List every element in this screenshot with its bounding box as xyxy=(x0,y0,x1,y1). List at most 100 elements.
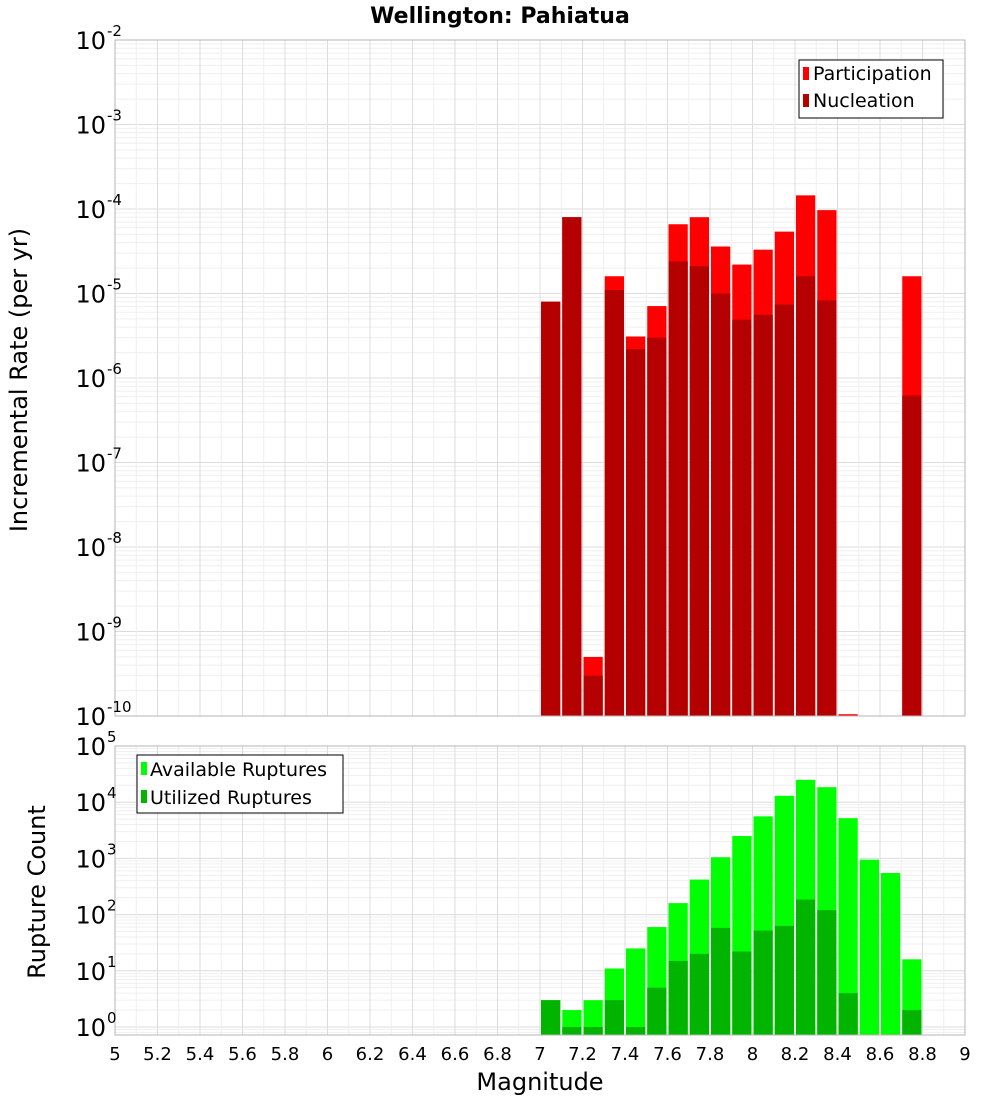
bottom-legend-box xyxy=(136,754,344,814)
bottom-legend: Available Ruptures Utilized Ruptures xyxy=(136,754,344,814)
y-tick-label: 10 xyxy=(75,534,106,562)
bottom-y-axis-label: Rupture Count xyxy=(23,805,51,979)
y-tick-exponent: 5 xyxy=(107,728,117,746)
nucleation-legend-swatch xyxy=(803,94,809,107)
x-tick-label: 7.4 xyxy=(611,1044,640,1065)
utilized-ruptures-bar xyxy=(838,993,858,1035)
x-tick-label: 8 xyxy=(747,1044,758,1065)
y-tick-exponent: 3 xyxy=(107,840,117,858)
y-tick-label: 10 xyxy=(75,1014,106,1042)
y-tick-label: 10 xyxy=(75,789,106,817)
x-tick-label: 8.4 xyxy=(823,1044,852,1065)
y-tick-exponent: -7 xyxy=(107,445,122,463)
utilized-ruptures-legend-swatch xyxy=(141,790,147,803)
y-tick-label: 10 xyxy=(75,365,106,393)
available-ruptures-bar xyxy=(881,872,901,1035)
available-ruptures-bar xyxy=(626,948,646,1035)
y-tick-label: 10 xyxy=(75,619,106,647)
y-tick-exponent: 0 xyxy=(107,1009,117,1027)
nucleation-bar xyxy=(668,261,688,716)
y-tick-label: 10 xyxy=(75,196,106,224)
nucleation-bar xyxy=(689,266,709,716)
nucleation-bar xyxy=(817,300,837,716)
nucleation-bar xyxy=(541,301,561,716)
nucleation-legend-label: Nucleation xyxy=(813,90,915,112)
utilized-ruptures-bar xyxy=(668,960,688,1035)
x-tick-label: 6.6 xyxy=(441,1044,470,1065)
x-axis-ticks: 5 5.2 5.4 5.6 5.8 6 6.2 6.4 6.6 6.8 7 7.2 7.4 7.6 7.8 8… xyxy=(109,1044,970,1065)
top-y-ticks: 10-210-310-410-510-610-710-810-910-10 xyxy=(75,22,131,731)
nucleation-bar xyxy=(604,290,624,716)
utilized-ruptures-bar xyxy=(626,1026,646,1035)
y-tick-label: 10 xyxy=(75,733,106,761)
participation-bar xyxy=(838,714,858,716)
y-tick-label: 10 xyxy=(75,958,106,986)
y-tick-exponent: 4 xyxy=(107,784,117,802)
participation-legend-label: Participation xyxy=(813,63,932,85)
utilized-ruptures-bar xyxy=(796,899,816,1035)
x-tick-label: 8.8 xyxy=(908,1044,937,1065)
x-tick-label: 5.4 xyxy=(186,1044,215,1065)
chart-title: Wellington: Pahiatua xyxy=(370,4,630,29)
utilized-ruptures-bar xyxy=(689,953,709,1035)
x-tick-label: 7.6 xyxy=(653,1044,682,1065)
utilized-ruptures-bar xyxy=(583,1026,603,1035)
top-plot-frame xyxy=(114,39,966,717)
utilized-ruptures-legend-label: Utilized Ruptures xyxy=(150,787,312,809)
y-tick-label: 10 xyxy=(75,902,106,930)
x-axis-label: Magnitude xyxy=(476,1068,603,1096)
nucleation-bar xyxy=(583,675,603,716)
x-tick-label: 5.8 xyxy=(271,1044,300,1065)
available-ruptures-legend-label: Available Ruptures xyxy=(150,759,327,781)
participation-nucleation-panel: 10-210-310-410-510-610-710-810-910-10 In… xyxy=(5,22,966,731)
top-gridlines xyxy=(114,39,966,717)
utilized-ruptures-bar xyxy=(902,1010,922,1035)
available-ruptures-bar xyxy=(838,818,858,1035)
nucleation-bar xyxy=(753,314,773,716)
x-tick-label: 6.2 xyxy=(356,1044,385,1065)
participation-legend-swatch xyxy=(803,67,809,80)
x-tick-label: 6 xyxy=(322,1044,333,1065)
y-tick-exponent: -6 xyxy=(107,360,122,378)
y-tick-exponent: -4 xyxy=(107,191,122,209)
y-tick-exponent: -8 xyxy=(107,529,122,547)
nucleation-bar xyxy=(902,395,922,716)
utilized-ruptures-bar xyxy=(817,910,837,1035)
y-tick-exponent: 2 xyxy=(107,897,117,915)
nucleation-bar xyxy=(774,304,794,716)
nucleation-bar xyxy=(732,319,752,716)
utilized-ruptures-bar xyxy=(604,1000,624,1035)
x-tick-label: 5 xyxy=(109,1044,120,1065)
nucleation-bar xyxy=(562,217,582,716)
y-tick-label: 10 xyxy=(75,112,106,140)
utilized-ruptures-bar xyxy=(753,930,773,1035)
x-tick-label: 5.2 xyxy=(143,1044,172,1065)
y-tick-exponent: -3 xyxy=(107,107,122,125)
bottom-plot-frame xyxy=(114,745,966,1036)
x-tick-label: 9 xyxy=(959,1044,970,1065)
utilized-ruptures-bar xyxy=(774,925,794,1035)
x-tick-label: 7 xyxy=(534,1044,545,1065)
y-tick-label: 10 xyxy=(75,27,106,55)
y-tick-label: 10 xyxy=(75,450,106,478)
utilized-ruptures-bar xyxy=(647,987,667,1035)
utilized-ruptures-bar xyxy=(732,951,752,1035)
x-tick-label: 8.6 xyxy=(866,1044,895,1065)
nucleation-bar xyxy=(626,349,646,716)
utilized-ruptures-bar xyxy=(711,927,731,1035)
nucleation-bar xyxy=(796,276,816,716)
y-tick-exponent: -5 xyxy=(107,276,122,294)
x-tick-label: 7.8 xyxy=(696,1044,725,1065)
y-tick-exponent: -2 xyxy=(107,22,122,40)
y-tick-label: 10 xyxy=(75,703,106,731)
top-y-axis-label: Incremental Rate (per yr) xyxy=(5,228,33,532)
y-tick-exponent: 1 xyxy=(107,953,117,971)
x-tick-label: 5.6 xyxy=(228,1044,257,1065)
available-ruptures-legend-swatch xyxy=(141,762,147,775)
available-ruptures-bar xyxy=(583,1000,603,1035)
utilized-ruptures-bar xyxy=(541,1000,561,1035)
utilized-ruptures-bar xyxy=(562,1026,582,1035)
